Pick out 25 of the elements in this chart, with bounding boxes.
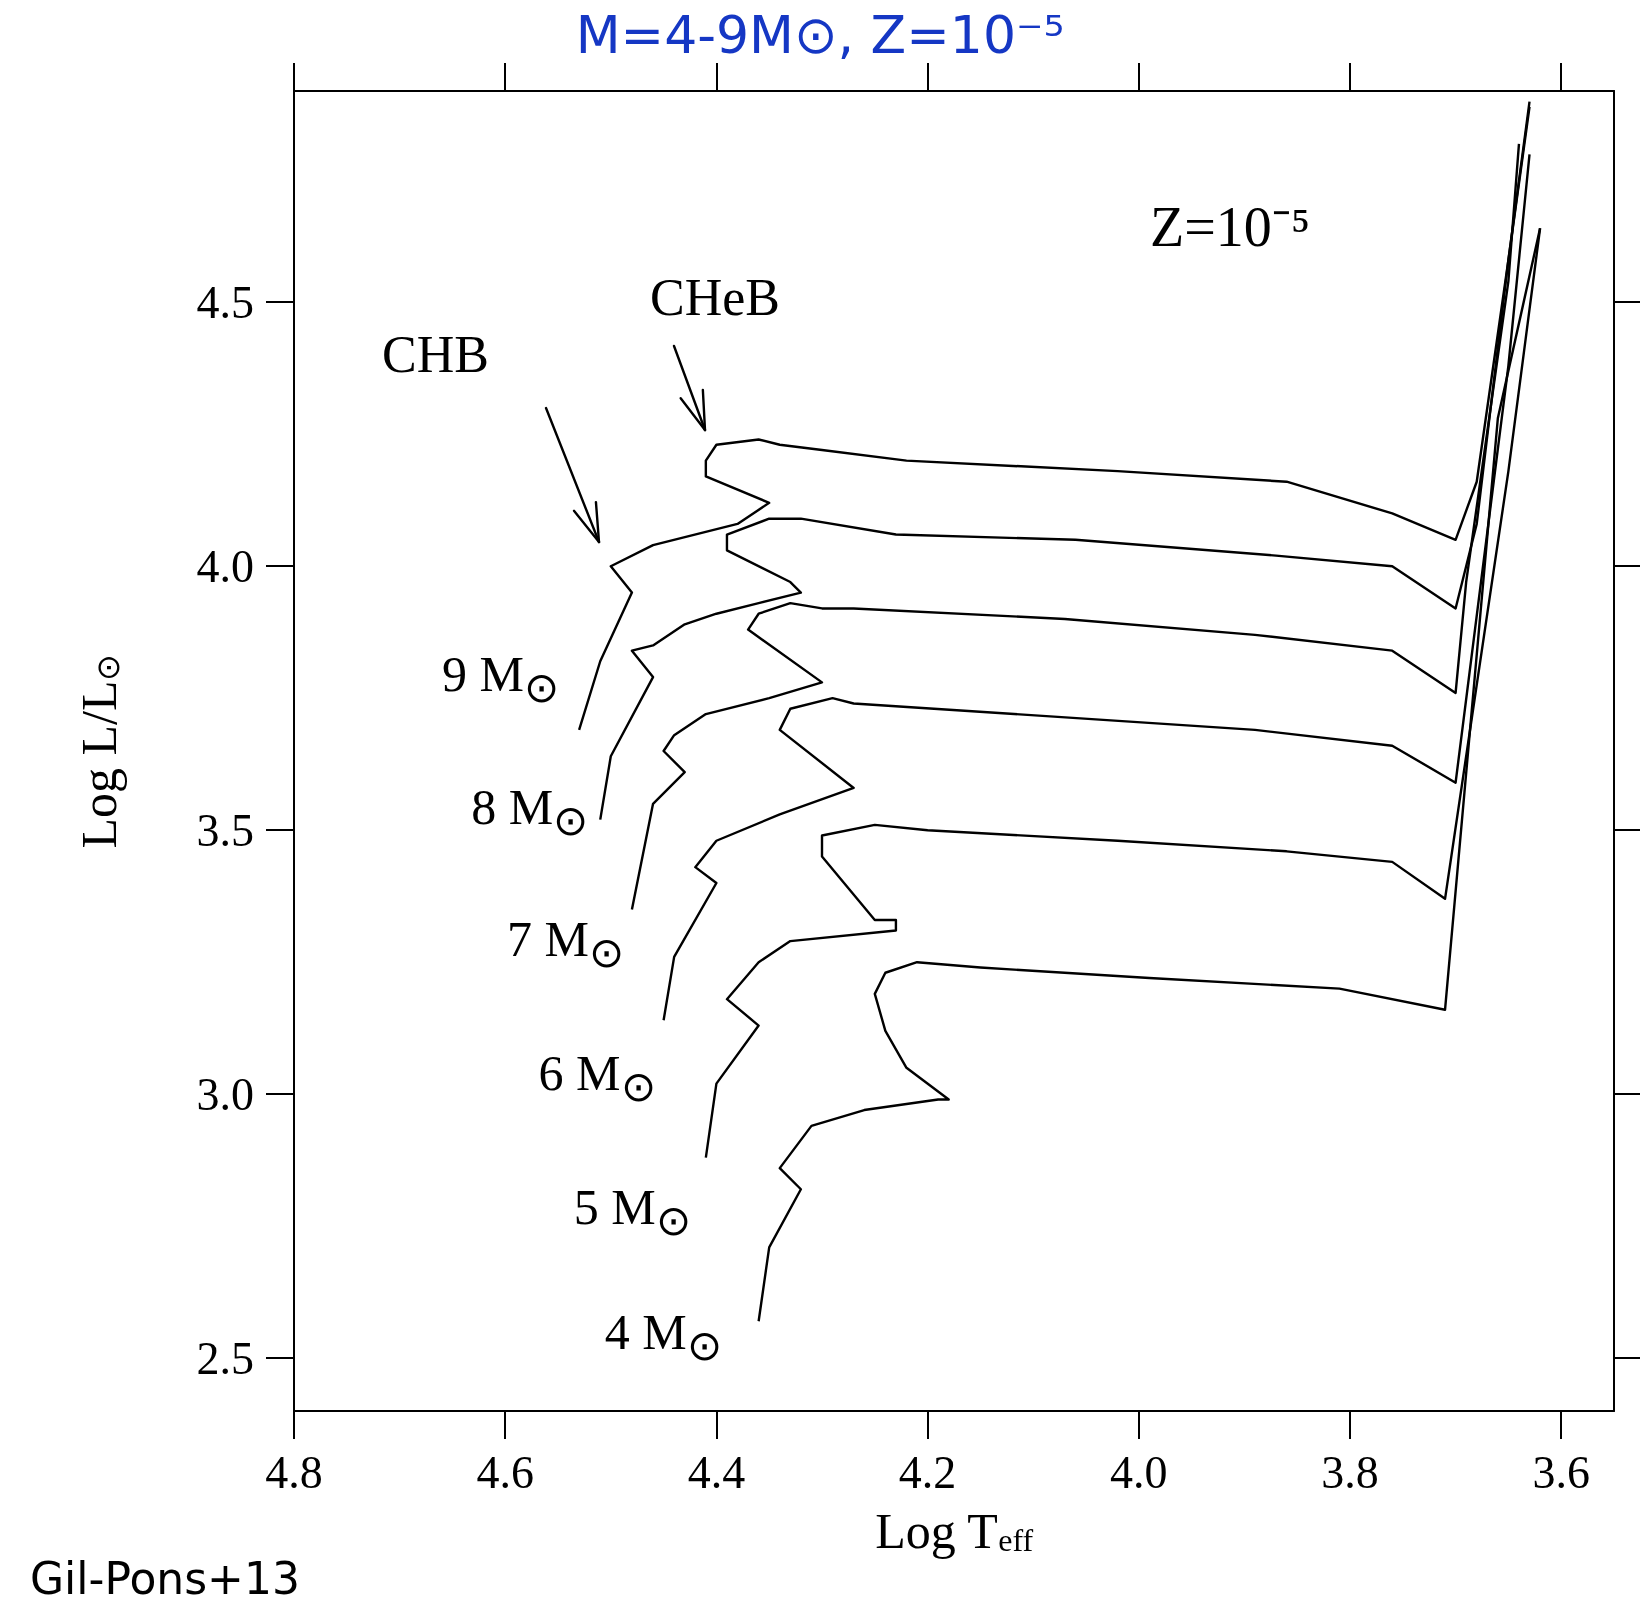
y-tick-label: 4.5 <box>196 276 254 328</box>
series-label: 9 M$_{⊙}$ <box>442 646 560 712</box>
y-tick-label: 2.5 <box>196 1332 254 1384</box>
annotation: Z=10⁻⁵ <box>1150 195 1311 260</box>
y-tick-label: 3.5 <box>196 804 254 856</box>
series-label: 7 M$_{⊙}$ <box>506 910 624 976</box>
y-tick-label: 4.0 <box>196 540 254 592</box>
x-tick-label: 4.4 <box>687 1446 746 1498</box>
series-label: 6 M$_{⊙}$ <box>538 1044 656 1110</box>
chart-title: M=4-9M⊙, Z=10⁻⁵ <box>575 5 1065 65</box>
series-label: 5 M$_{⊙}$ <box>573 1179 691 1245</box>
x-tick-label: 4.8 <box>265 1446 323 1498</box>
annotation: CHeB <box>650 268 780 327</box>
annotation: CHB <box>382 325 489 384</box>
x-axis-title: Log Teff <box>875 1503 1034 1559</box>
y-axis-title: Log L/L⊙ <box>71 653 127 849</box>
series-label: 8 M$_{⊙}$ <box>471 779 589 845</box>
text: Gil-Pons+13 <box>30 1553 300 1604</box>
series-label: 4 M$_{⊙}$ <box>604 1303 722 1369</box>
x-tick-label: 4.0 <box>1110 1446 1168 1498</box>
x-tick-label: 4.6 <box>476 1446 534 1498</box>
x-tick-label: 3.6 <box>1532 1446 1590 1498</box>
y-tick-label: 3.0 <box>196 1068 254 1120</box>
x-tick-label: 3.8 <box>1321 1446 1379 1498</box>
x-tick-label: 4.2 <box>898 1446 957 1498</box>
